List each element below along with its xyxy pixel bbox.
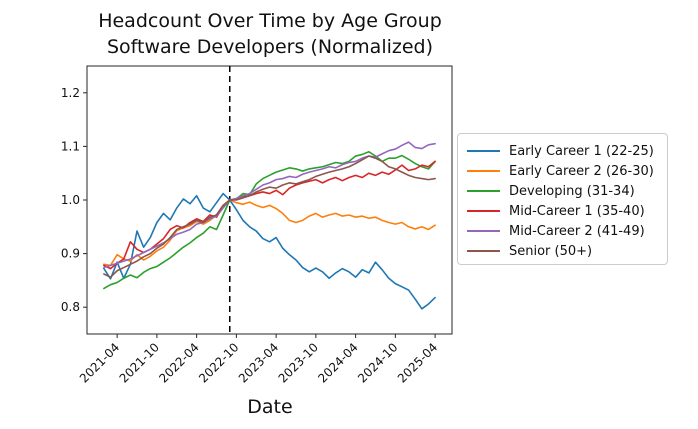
- legend-label-3: Mid-Career 1 (35-40): [509, 203, 645, 219]
- chart-subtitle: Software Developers (Normalized): [106, 36, 434, 58]
- x-axis-label: Date: [247, 396, 293, 418]
- legend-swatch-2: [467, 190, 500, 192]
- series-line-1: [103, 199, 436, 267]
- y-tick-label: 1.2: [61, 86, 80, 100]
- legend-swatch-0: [467, 150, 500, 152]
- legend-entry-2: Developing (31-34): [467, 181, 659, 201]
- legend-entry-5: Senior (50+): [467, 241, 659, 261]
- x-tick-label: 2024-04: [315, 340, 360, 385]
- legend-swatch-1: [467, 170, 500, 172]
- legend-entry-3: Mid-Career 1 (35-40): [467, 201, 659, 221]
- y-tick-label: 1.1: [61, 139, 80, 153]
- x-tick-label: 2022-10: [196, 340, 241, 385]
- x-tick-label: 2021-10: [117, 340, 162, 385]
- x-tick-label: 2021-04: [77, 340, 122, 385]
- legend-label-2: Developing (31-34): [509, 183, 635, 199]
- legend-label-4: Mid-Career 2 (41-49): [509, 223, 645, 239]
- plot-frame: [86, 65, 453, 335]
- series-line-0: [103, 192, 436, 310]
- x-tick-label: 2023-04: [236, 340, 281, 385]
- legend-entry-1: Early Career 2 (26-30): [467, 161, 659, 181]
- x-tick-label: 2023-10: [276, 340, 321, 385]
- legend-label-1: Early Career 2 (26-30): [509, 163, 654, 179]
- series-line-2: [103, 150, 436, 290]
- x-tick-label: 2022-04: [156, 340, 201, 385]
- legend: Early Career 1 (22-25) Early Career 2 (26…: [457, 133, 668, 265]
- chart-title: Headcount Over Time by Age Group: [98, 10, 442, 32]
- legend-swatch-4: [467, 230, 500, 232]
- legend-entry-4: Mid-Career 2 (41-49): [467, 221, 659, 241]
- series-line-5: [103, 155, 436, 278]
- series-line-3: [103, 160, 436, 270]
- legend-swatch-5: [467, 250, 500, 252]
- x-tick-label: 2024-10: [355, 340, 400, 385]
- chart-title-block: Headcount Over Time by Age Group Softwar…: [50, 8, 490, 60]
- legend-label-0: Early Career 1 (22-25): [509, 143, 654, 159]
- y-tick-label: 0.9: [61, 247, 80, 261]
- y-tick-label: 0.8: [61, 300, 80, 314]
- legend-label-5: Senior (50+): [509, 243, 593, 259]
- y-tick-label: 1.0: [61, 193, 80, 207]
- legend-entry-0: Early Career 1 (22-25): [467, 141, 659, 161]
- x-tick-label: 2025-04: [395, 340, 440, 385]
- series-line-4: [103, 141, 436, 269]
- legend-swatch-3: [467, 210, 500, 212]
